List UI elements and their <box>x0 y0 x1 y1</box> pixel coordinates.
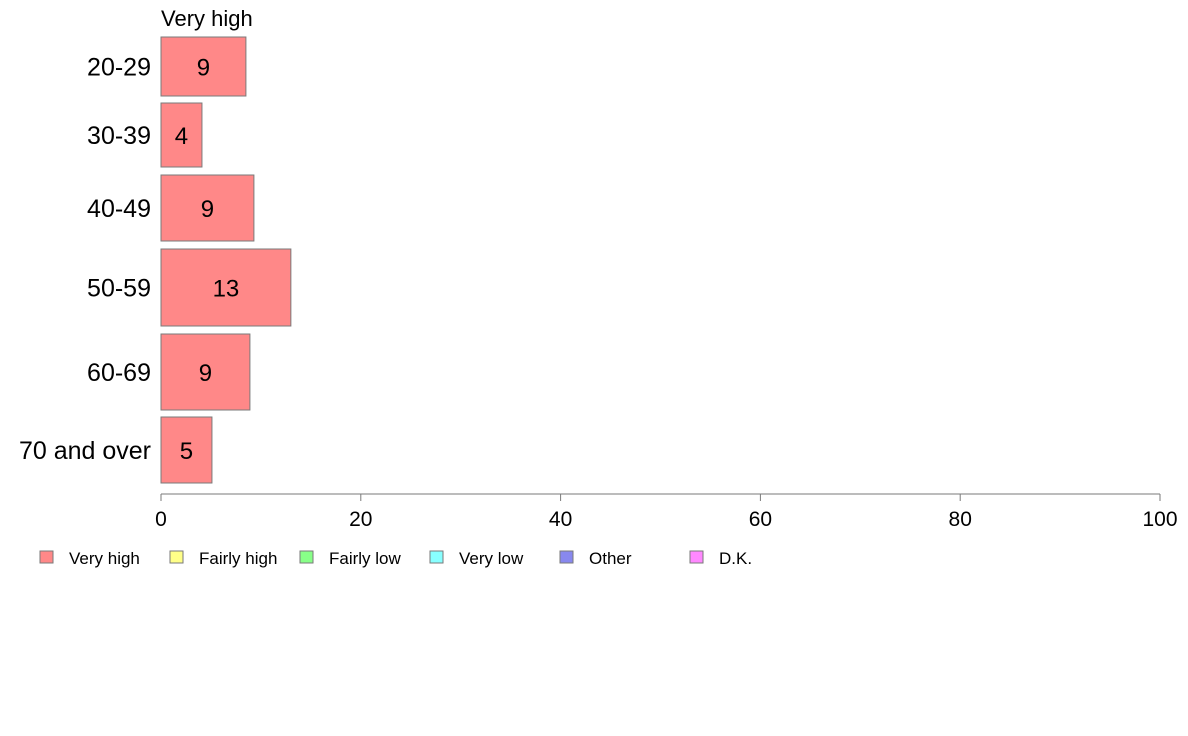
bar-50-59 <box>160 248 292 327</box>
legend-label: Fairly low <box>329 549 402 568</box>
x-tick-label: 100 <box>1142 508 1177 531</box>
legend-swatch <box>429 550 444 564</box>
category-label: 50-59 <box>87 275 151 303</box>
bar-value-label: 9 <box>199 360 212 387</box>
legend-label: Fairly high <box>199 549 277 568</box>
category-label: 60-69 <box>87 359 151 387</box>
category-label: 70 and over <box>19 437 151 465</box>
legend-swatch <box>39 550 54 564</box>
legend-swatch <box>559 550 574 564</box>
legend: Very high Fairly high Fairly low Very low Ot… <box>39 549 752 568</box>
legend-swatch <box>299 550 314 564</box>
x-tick-label: 40 <box>549 508 572 531</box>
legend-swatch <box>169 550 184 564</box>
bar-60-69 <box>160 333 251 411</box>
x-tick-label: 80 <box>949 508 972 531</box>
bar-70-and-over <box>160 416 213 484</box>
legend-label: Very low <box>459 549 524 568</box>
legend-swatch <box>689 550 704 564</box>
x-tick-label: 20 <box>349 508 372 531</box>
bar-value-label: 5 <box>180 438 193 465</box>
bar-20-29 <box>160 36 247 97</box>
legend-label: Other <box>589 549 632 568</box>
category-label: 40-49 <box>87 195 151 223</box>
category-label: 30-39 <box>87 122 151 150</box>
bars-group: 9 20-29 4 30-39 9 40-49 13 50-59 9 60-69 5 70 and o… <box>19 36 292 484</box>
x-tick-label: 60 <box>749 508 772 531</box>
bar-value-label: 9 <box>197 55 210 82</box>
series-title: Very high <box>161 6 253 31</box>
category-label: 20-29 <box>87 54 151 82</box>
bar-30-39 <box>160 102 203 168</box>
bar-value-label: 4 <box>175 123 188 150</box>
bar-40-49 <box>160 174 255 242</box>
bar-value-label: 13 <box>213 276 240 303</box>
bar-value-label: 9 <box>201 196 214 223</box>
legend-label: D.K. <box>719 549 752 568</box>
x-tick-label: 0 <box>155 508 167 531</box>
x-axis: 0 20 40 60 80 100 <box>155 493 1178 531</box>
legend-label: Very high <box>69 549 140 568</box>
